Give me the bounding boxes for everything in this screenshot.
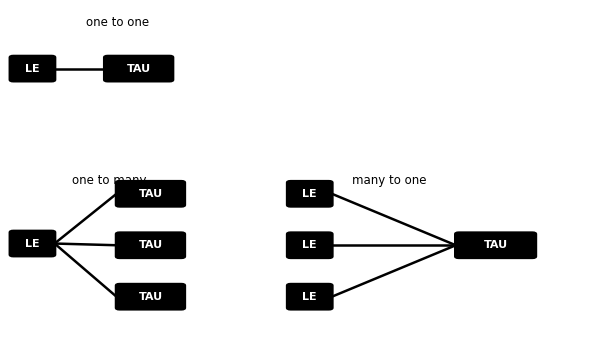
- FancyBboxPatch shape: [286, 283, 334, 311]
- FancyBboxPatch shape: [9, 55, 57, 82]
- FancyBboxPatch shape: [103, 55, 175, 82]
- FancyBboxPatch shape: [114, 232, 186, 259]
- Text: LE: LE: [25, 238, 40, 249]
- Text: TAU: TAU: [139, 240, 162, 250]
- Text: LE: LE: [303, 240, 317, 250]
- Text: one to one: one to one: [87, 16, 149, 29]
- Text: LE: LE: [25, 63, 40, 74]
- Text: TAU: TAU: [139, 189, 162, 199]
- Text: many to one: many to one: [352, 174, 427, 187]
- FancyBboxPatch shape: [114, 283, 186, 311]
- FancyBboxPatch shape: [114, 180, 186, 208]
- Text: LE: LE: [303, 292, 317, 302]
- Text: one to many: one to many: [72, 174, 146, 187]
- Text: TAU: TAU: [484, 240, 507, 250]
- Text: TAU: TAU: [139, 292, 162, 302]
- FancyBboxPatch shape: [9, 230, 57, 257]
- FancyBboxPatch shape: [286, 180, 334, 208]
- FancyBboxPatch shape: [454, 232, 537, 259]
- Text: LE: LE: [303, 189, 317, 199]
- Text: TAU: TAU: [127, 63, 150, 74]
- FancyBboxPatch shape: [286, 232, 334, 259]
